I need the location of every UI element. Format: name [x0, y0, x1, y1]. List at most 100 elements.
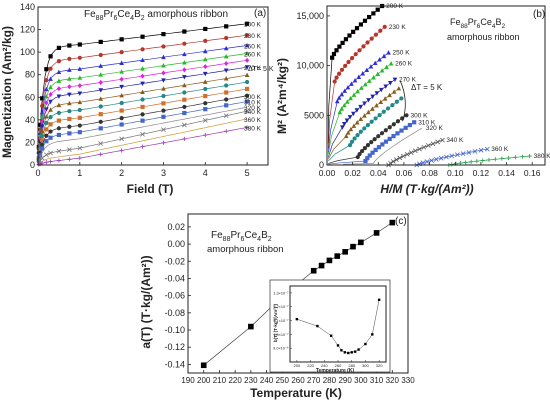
data-point-b	[394, 157, 399, 163]
data-point-b	[339, 67, 345, 72]
data-point-a	[119, 76, 124, 82]
data-point-a	[67, 43, 72, 48]
data-point-b	[417, 146, 422, 152]
data-point-b	[380, 142, 385, 147]
data-point-a	[67, 92, 72, 97]
data-point-b	[342, 102, 347, 108]
data-point-a	[66, 147, 72, 152]
x-tick-label-c: 290	[338, 376, 352, 385]
data-point-b	[379, 131, 385, 136]
y-tick-label-b: 5000	[304, 110, 324, 120]
data-point-a	[203, 133, 208, 138]
data-point-c	[248, 323, 254, 330]
series-steep-b	[327, 119, 331, 149]
data-point-b	[412, 120, 417, 125]
series-line-b	[329, 26, 385, 120]
x-tick-label-inset: 260	[335, 363, 342, 368]
data-point-a	[244, 93, 250, 98]
x-tick-label-c: 250	[276, 376, 290, 385]
data-point-b	[499, 156, 504, 161]
data-point-b	[399, 96, 404, 101]
data-point-a	[182, 29, 187, 34]
data-point-a	[77, 91, 83, 96]
data-point-a	[161, 86, 166, 91]
data-point-b	[351, 92, 357, 97]
y-tick-label-c: 0.02	[167, 222, 185, 232]
dt-annotation-b: ΔT = 5 K	[411, 83, 443, 92]
data-point-a	[77, 107, 82, 113]
series-label-b: 300 K	[411, 112, 429, 119]
data-point-a	[44, 78, 49, 83]
data-point-a	[77, 83, 82, 89]
data-point-inset	[343, 351, 347, 354]
data-point-a	[244, 65, 250, 70]
data-point-a	[119, 69, 124, 74]
data-point-inset	[350, 351, 353, 354]
data-point-a	[98, 112, 103, 117]
series-label-a: 300 K	[244, 94, 262, 101]
series-label-b: 250 K	[393, 50, 411, 57]
chart-subtitle-b: amorphous ribbon	[447, 32, 520, 42]
data-point-b	[404, 113, 409, 118]
dt-annotation-a: ΔT= 5 K	[248, 66, 274, 73]
y-tick-label-b: 10,000	[296, 61, 324, 71]
data-point-a	[37, 158, 43, 164]
series-line-b	[330, 52, 389, 131]
data-point-b	[370, 150, 375, 155]
data-point-b	[367, 14, 372, 20]
data-point-a	[202, 71, 208, 77]
data-point-a	[119, 136, 125, 142]
series-label-b: 310 K	[418, 119, 436, 126]
series-steep-b	[327, 129, 331, 153]
data-point-c	[200, 362, 207, 369]
data-point-a	[182, 51, 187, 57]
x-tick-label-b: 0.14	[498, 168, 515, 178]
data-point-a	[161, 140, 166, 145]
data-point-a	[244, 42, 250, 48]
data-point-a	[48, 99, 53, 105]
data-point-b	[365, 156, 370, 161]
data-point-a	[203, 107, 208, 112]
data-point-b	[346, 59, 351, 65]
data-point-a	[67, 67, 72, 72]
data-point-a	[244, 108, 250, 114]
x-tick-label-c: 310	[370, 376, 384, 385]
data-point-b	[454, 152, 460, 158]
data-point-a	[140, 97, 145, 102]
x-axis-label-b: H/M (T·kg/(Am²))	[380, 182, 473, 196]
x-axis-label-a: Field (T)	[127, 182, 174, 196]
data-point-a	[48, 159, 53, 164]
chart-title-a: Fe88Pr6Ce4B2 amorphous ribbon	[84, 9, 228, 22]
data-point-a	[223, 68, 229, 73]
data-point-a	[119, 148, 124, 153]
data-point-a	[140, 144, 145, 149]
data-point-a	[98, 152, 103, 157]
data-point-a	[98, 52, 103, 58]
data-point-b	[349, 81, 354, 86]
data-point-b	[424, 159, 430, 164]
data-point-b	[506, 155, 511, 161]
data-point-b	[399, 128, 404, 133]
data-point-b	[395, 119, 401, 124]
data-point-a	[44, 133, 49, 138]
y-tick-label-a: 20	[25, 137, 35, 147]
data-point-a	[56, 86, 62, 92]
data-point-b	[430, 141, 436, 147]
x-tick-label-inset: 240	[321, 363, 328, 368]
data-point-inset	[316, 324, 319, 328]
data-point-inset	[347, 351, 350, 355]
data-point-a	[203, 94, 208, 99]
data-point-b	[336, 71, 342, 76]
data-point-a	[48, 129, 53, 134]
data-point-b	[366, 98, 371, 103]
series-label-a: 380 K	[244, 125, 262, 132]
data-point-b	[377, 57, 382, 62]
data-point-a	[44, 120, 49, 126]
x-tick-label-inset: 220	[307, 363, 314, 368]
data-point-inset	[364, 342, 367, 346]
x-tick-label-a: 3	[161, 168, 166, 178]
series-label-b: 380 K	[534, 153, 550, 160]
data-point-inset	[371, 333, 374, 336]
data-point-b	[349, 56, 355, 61]
x-tick-label-a: 0	[35, 168, 40, 178]
